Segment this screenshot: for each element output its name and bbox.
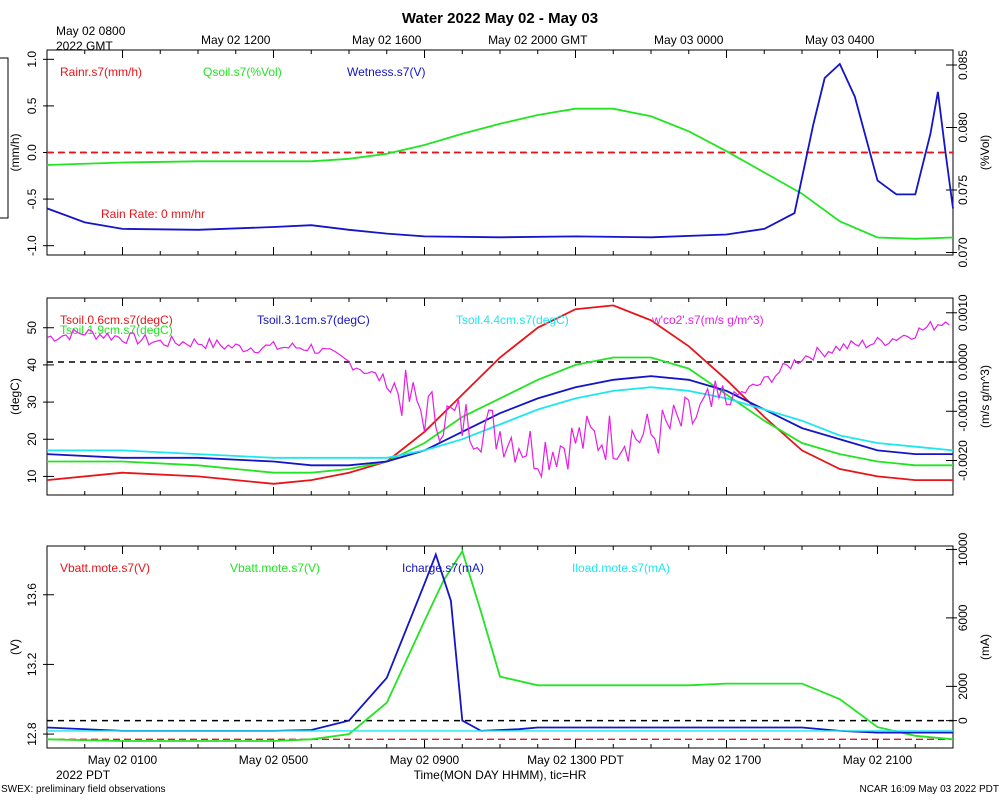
legend-label-green: Qsoil.s7(%Vol) <box>203 65 282 79</box>
legend-label-magenta: w'co2'.s7(m/s g/m^3) <box>651 313 764 327</box>
right-axis-label: (%Vol) <box>978 135 992 170</box>
panel-water: -1.0 -0.5 0.0 0.5 1.0 (mm/h) 0.070 0.075 0.080 0.… <box>8 49 992 268</box>
right-tick-label: 0.0010 <box>956 294 970 331</box>
series-line-blue <box>46 62 954 239</box>
legend-label-blue: Wetness.s7(V) <box>347 65 425 79</box>
series-line-green <box>47 356 953 474</box>
legend-label-green: Tsoil.1.9cm.s7(degC) <box>60 323 173 337</box>
top-axis-tick-label: May 02 1600 <box>352 33 422 47</box>
left-tick-label: 0.0 <box>25 144 39 161</box>
left-tick-label: 20 <box>25 432 39 446</box>
bottom-axis-tick-label: May 02 0100 <box>88 753 158 767</box>
series-line-cyan <box>47 386 954 459</box>
right-tick-label: -0.0010 <box>956 391 970 432</box>
left-tick-label: 0.5 <box>25 97 39 114</box>
right-tick-label: 0.0000 <box>956 343 970 380</box>
legend-label-red: Vbatt.mote.s7(V) <box>60 561 150 575</box>
right-tick-label: 0.075 <box>956 175 970 205</box>
chart-title: Water 2022 May 02 - May 03 <box>402 10 598 27</box>
top-axis-tick-label: May 02 1200 <box>201 33 271 47</box>
bottom-axis-tick-label: May 02 2100 <box>843 753 913 767</box>
panel-soil-temperature: 10 20 30 40 50 (degC) -0.0020 -0.0010 0.0000 0.00… <box>8 294 992 496</box>
legend-label-cyan: Iload.mote.s7(mA) <box>572 561 670 575</box>
right-axis-label: (mA) <box>978 634 992 660</box>
right-tick-label: 2000 <box>956 673 970 700</box>
series-line-green <box>46 107 954 240</box>
right-axis-label: (m/s g/m^3) <box>978 365 992 428</box>
left-axis-label: (degC) <box>8 378 22 415</box>
bottom-axis-tick-label: May 02 0500 <box>239 753 309 767</box>
top-axis-tick-label: May 03 0000 <box>654 33 724 47</box>
left-axis-label: (mm/h) <box>8 134 22 172</box>
series-line-blue <box>46 551 953 734</box>
legend-label-blue: Icharge.s7(mA) <box>402 561 484 575</box>
left-tick-label: 13.2 <box>25 652 39 676</box>
right-tick-label: 0 <box>956 717 970 724</box>
top-axis-tick-label: May 03 0400 <box>805 33 875 47</box>
right-tick-label: 6000 <box>956 604 970 631</box>
footer-right-stamp: NCAR 16:09 May 03 2022 PDT <box>859 784 999 795</box>
left-tick-label: -1.0 <box>25 235 39 256</box>
legend-label-red: Rainr.s7(mm/h) <box>60 65 142 79</box>
panel-frame <box>46 545 954 749</box>
bottom-axis-tick-label: May 02 1300 PDT <box>527 753 624 767</box>
left-tick-label: 40 <box>25 358 39 372</box>
top-axis-start-label: May 02 0800 <box>56 24 126 38</box>
left-tick-label: 10 <box>25 469 39 483</box>
bottom-axis-start-year: 2022 PDT <box>56 768 111 782</box>
footer-left-note: SWEX: preliminary field observations <box>1 784 166 795</box>
left-tick-label: 12.8 <box>25 722 39 746</box>
legend-label-green: Vbatt.mote.s7(V) <box>230 561 320 575</box>
right-tick-label: 0.070 <box>956 237 970 267</box>
left-axis-label: (V) <box>8 639 22 655</box>
panel-power: 12.8 13.2 13.6 (V) 0 2000 6000 10000 (mA) Vbatt.m… <box>8 532 992 749</box>
clipped-legend-frame <box>0 57 9 219</box>
bottom-axis-tick-label: May 02 1700 <box>692 753 762 767</box>
rain-rate-annotation: Rain Rate: 0 mm/hr <box>101 207 205 221</box>
series-line-magenta <box>46 320 950 479</box>
left-tick-label: 13.6 <box>25 583 39 607</box>
right-tick-label: 0.085 <box>956 50 970 80</box>
left-tick-label: 1.0 <box>25 51 39 68</box>
left-tick-label: 30 <box>25 395 39 409</box>
right-tick-label: 0.080 <box>956 112 970 142</box>
right-tick-label: 10000 <box>956 532 970 566</box>
legend-label-cyan: Tsoil.4.4cm.s7(degC) <box>456 313 569 327</box>
series-line-green <box>46 549 954 742</box>
legend-label-blue: Tsoil.3.1cm.s7(degC) <box>257 313 370 327</box>
series-line-blue <box>46 375 953 467</box>
top-axis-tick-label: May 02 2000 GMT <box>488 33 588 47</box>
panel-frame <box>46 297 954 496</box>
legend-label-red: Tsoil.0.6cm.s7(degC) <box>60 313 173 327</box>
x-axis-label: Time(MON DAY HHMM), tic=HR <box>414 768 587 782</box>
right-tick-label: -0.0020 <box>956 440 970 481</box>
left-tick-label: -0.5 <box>25 188 39 209</box>
series-line-red <box>46 304 953 485</box>
bottom-axis-tick-label: May 02 0900 <box>390 753 460 767</box>
left-tick-label: 50 <box>25 321 39 335</box>
